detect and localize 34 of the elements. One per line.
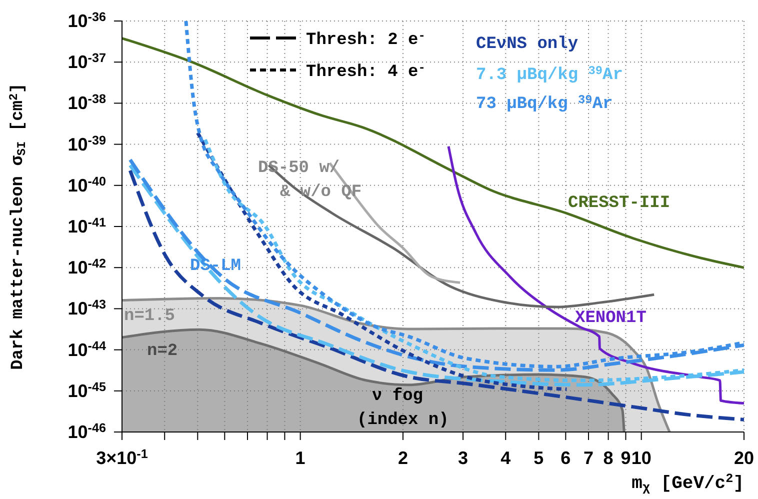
series-label: n=2 [147, 342, 178, 361]
x-tick-label: 4 [500, 448, 511, 468]
y-tick-label: 10$^{-45}$ [68, 380, 106, 401]
x-tick-label: 6 [560, 448, 571, 468]
x-axis-title: m$_{χ}$ [GeV/c$^{2}$] [632, 472, 744, 496]
x-tick-label: 20 [734, 448, 754, 468]
y-tick-label: 10$^{-42}$ [68, 256, 106, 278]
annotation: ν fog (index n) [357, 387, 449, 430]
annotation: Thresh: 2 e$^{-}$ [306, 28, 426, 50]
y-tick-label: 10$^{-37}$ [68, 51, 106, 72]
x-tick-label: 7 [584, 448, 594, 468]
annotation: Thresh: 4 e$^{-}$ [306, 60, 426, 82]
x-tick-label: 9 [620, 448, 631, 468]
y-tick-label: 10$^{-44}$ [68, 338, 106, 360]
y-tick-label: 10$^{-36}$ [68, 10, 106, 31]
x-tick-label: 3 [458, 448, 468, 468]
series-label: n=1.5 [124, 307, 176, 326]
x-tick-label: 3×10$^{-1}$ [96, 447, 148, 468]
y-tick-label: 10$^{-39}$ [68, 133, 106, 154]
y-tick-label: 10$^{-38}$ [68, 92, 106, 114]
x-tick-label: 1 [295, 448, 306, 468]
x-tick-label: 8 [603, 448, 614, 468]
series-label: XENON1T [575, 309, 646, 328]
y-tick-label: 10$^{-46}$ [68, 421, 106, 442]
annotation: 73 μBq/kg $^{39}$Ar [476, 92, 613, 114]
annotation: CEνNS only [476, 35, 578, 54]
y-tick-label: 10$^{-43}$ [68, 298, 106, 319]
y-tick-label: 10$^{-40}$ [68, 174, 106, 196]
x-tick-label: 5 [534, 448, 544, 468]
y-tick-label: 10$^{-41}$ [68, 216, 106, 236]
series-label: CRESST-III [568, 194, 670, 213]
x-tick-label: 10 [631, 448, 652, 468]
x-tick-label: 2 [398, 448, 408, 468]
annotation: 7.3 μBq/kg $^{39}$Ar [476, 64, 623, 85]
